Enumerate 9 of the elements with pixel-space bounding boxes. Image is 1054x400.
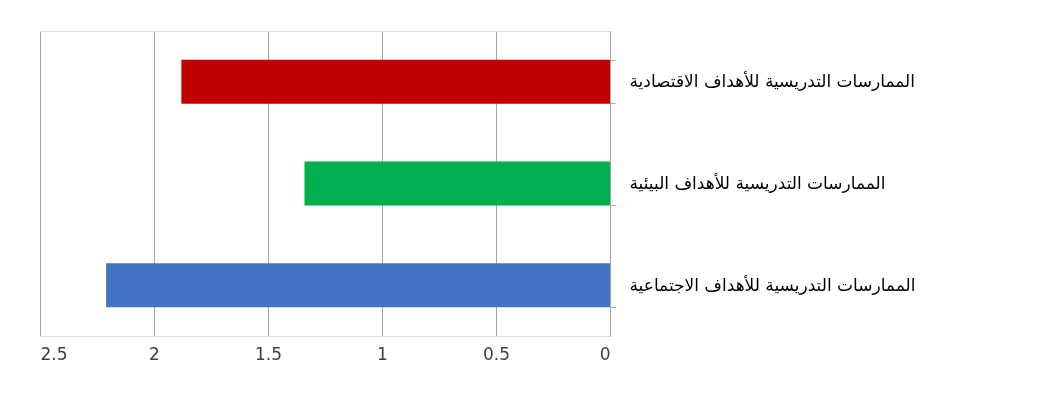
y-tick-label: الممارسات التدريسية للأهداف الاجتماعية xyxy=(629,274,916,295)
x-tick-label: 2.5 xyxy=(40,343,68,364)
x-tick-label: 1 xyxy=(377,343,388,364)
x-tick-label: 0 xyxy=(599,343,611,364)
x-tick-label: 2 xyxy=(149,343,160,364)
x-tick-label: 0.5 xyxy=(482,343,511,364)
y-tick-label: الممارسات التدريسية للأهداف الاقتصادية xyxy=(629,71,915,92)
x-tick-label: 1.5 xyxy=(254,343,283,364)
y-tick-label: الممارسات التدريسية للأهداف البيئية xyxy=(629,173,886,193)
